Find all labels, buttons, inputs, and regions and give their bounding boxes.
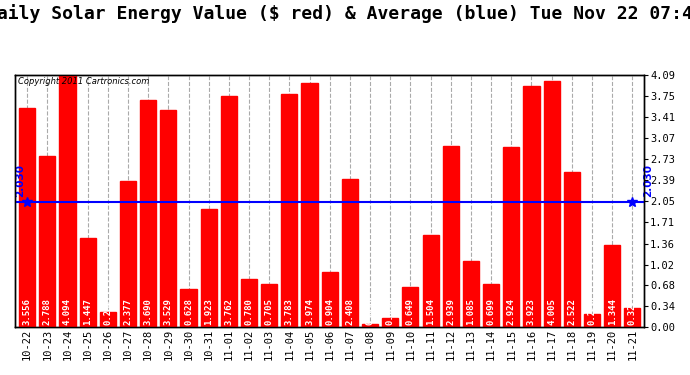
Text: 2.030: 2.030 — [644, 164, 653, 197]
Text: Copyright 2011 Cartronics.com: Copyright 2011 Cartronics.com — [18, 77, 150, 86]
Bar — [241, 279, 257, 327]
Text: 3.529: 3.529 — [164, 298, 172, 325]
Text: 1.923: 1.923 — [204, 298, 213, 325]
Bar — [463, 261, 479, 327]
Bar — [282, 94, 297, 327]
Text: 0.247: 0.247 — [104, 298, 112, 325]
Text: Daily Solar Energy Value ($ red) & Average (blue) Tue Nov 22 07:48: Daily Solar Energy Value ($ red) & Avera… — [0, 4, 690, 23]
Text: 3.783: 3.783 — [285, 298, 294, 325]
Bar — [120, 181, 136, 327]
Bar — [544, 81, 560, 327]
Bar — [443, 146, 459, 327]
Text: 4.005: 4.005 — [547, 298, 556, 325]
Bar — [322, 272, 338, 327]
Text: 1.504: 1.504 — [426, 298, 435, 325]
Bar — [79, 238, 96, 327]
Bar — [140, 100, 156, 327]
Bar — [261, 284, 277, 327]
Text: 4.094: 4.094 — [63, 298, 72, 325]
Bar — [402, 287, 419, 327]
Text: 0.322: 0.322 — [628, 298, 637, 325]
Text: 2.377: 2.377 — [124, 298, 132, 325]
Text: 2.788: 2.788 — [43, 298, 52, 325]
Text: 0.904: 0.904 — [325, 298, 334, 325]
Text: 3.974: 3.974 — [305, 298, 314, 325]
Text: 2.522: 2.522 — [567, 298, 576, 325]
Bar — [302, 82, 317, 327]
Bar — [180, 289, 197, 327]
Text: 0.053: 0.053 — [366, 298, 375, 325]
Bar — [604, 244, 620, 327]
Bar — [221, 96, 237, 327]
Text: 3.556: 3.556 — [23, 298, 32, 325]
Bar — [503, 147, 520, 327]
Text: 2.939: 2.939 — [446, 298, 455, 325]
Text: 1.344: 1.344 — [608, 298, 617, 325]
Bar — [584, 314, 600, 327]
Text: 0.154: 0.154 — [386, 298, 395, 325]
Bar — [160, 110, 177, 327]
Bar — [624, 308, 640, 327]
Text: 2.924: 2.924 — [506, 298, 516, 325]
Bar — [342, 179, 358, 327]
Text: 0.649: 0.649 — [406, 298, 415, 325]
Bar — [19, 108, 35, 327]
Bar — [59, 75, 75, 327]
Bar — [100, 312, 116, 327]
Text: 3.762: 3.762 — [224, 298, 233, 325]
Bar — [483, 284, 499, 327]
Text: 0.220: 0.220 — [587, 298, 596, 325]
Text: 1.085: 1.085 — [466, 298, 475, 325]
Text: 0.699: 0.699 — [486, 298, 495, 325]
Bar — [564, 172, 580, 327]
Text: 0.628: 0.628 — [184, 298, 193, 325]
Text: 1.447: 1.447 — [83, 298, 92, 325]
Bar — [422, 235, 439, 327]
Bar — [39, 156, 55, 327]
Bar — [201, 209, 217, 327]
Text: 2.030: 2.030 — [15, 164, 25, 197]
Text: 3.923: 3.923 — [527, 298, 536, 325]
Bar — [362, 324, 378, 327]
Text: 3.690: 3.690 — [144, 298, 152, 325]
Text: 0.780: 0.780 — [244, 298, 253, 325]
Text: 2.408: 2.408 — [346, 298, 355, 325]
Bar — [524, 86, 540, 327]
Text: 0.705: 0.705 — [265, 298, 274, 325]
Bar — [382, 318, 398, 327]
